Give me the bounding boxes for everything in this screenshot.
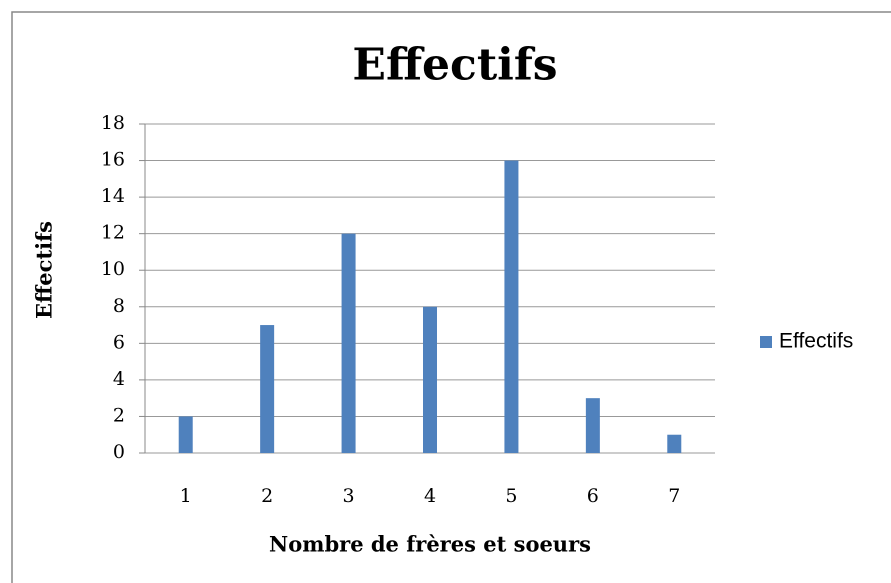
y-tick-label: 14 <box>101 185 125 207</box>
legend-label: Effectifs <box>779 330 853 353</box>
y-axis-title: Effectifs <box>32 221 57 319</box>
x-axis-title: Nombre de frères et soeurs <box>269 532 591 557</box>
bar <box>178 416 193 453</box>
chart-frame <box>11 11 891 583</box>
y-tick-label: 0 <box>113 441 125 463</box>
x-tick-label: 1 <box>180 485 192 507</box>
x-tick-label: 2 <box>261 485 273 507</box>
y-tick-label: 10 <box>101 258 125 280</box>
bar <box>667 434 682 453</box>
x-tick-label: 3 <box>343 485 355 507</box>
y-tick-label: 8 <box>113 295 125 317</box>
y-tick-label: 12 <box>101 222 125 244</box>
bar <box>423 306 437 453</box>
bar <box>341 233 356 453</box>
y-tick-label: 2 <box>113 404 125 426</box>
bar <box>260 325 275 453</box>
y-tick-label: 4 <box>113 368 125 390</box>
legend-swatch <box>760 336 772 348</box>
y-tick-label: 18 <box>101 112 125 134</box>
y-tick-label: 6 <box>113 331 125 353</box>
x-tick-label: 7 <box>668 485 680 507</box>
chart-title: Effectifs <box>352 40 557 91</box>
bar <box>585 398 600 453</box>
x-tick-label: 6 <box>587 485 599 507</box>
x-tick-label: 5 <box>505 485 517 507</box>
x-tick-label: 4 <box>424 485 436 507</box>
y-tick-label: 16 <box>101 149 125 171</box>
bar <box>504 160 519 454</box>
